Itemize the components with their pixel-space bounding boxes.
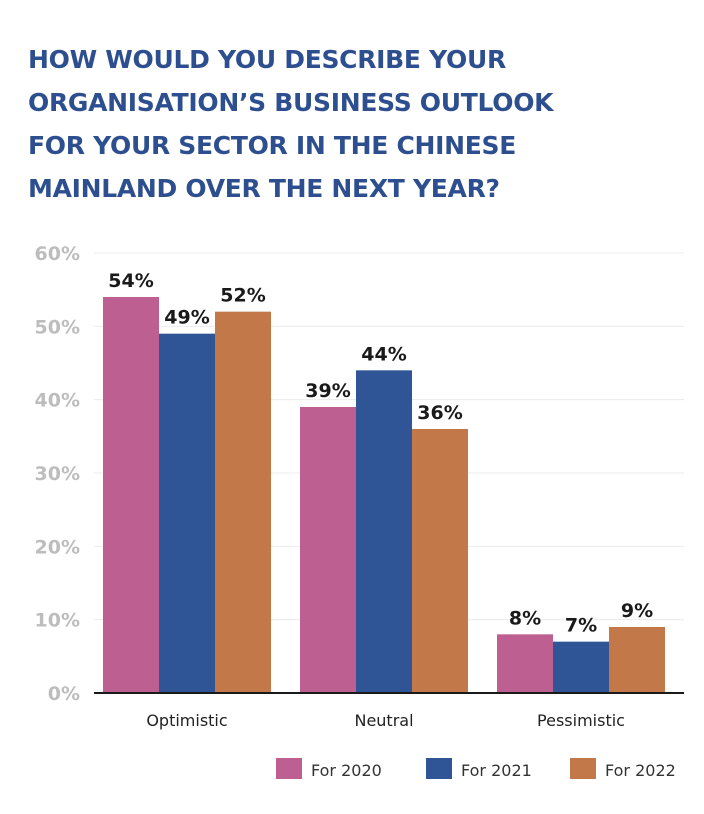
chart-title: HOW WOULD YOU DESCRIBE YOUR ORGANISATION… (28, 38, 688, 210)
data-label: 39% (305, 380, 350, 402)
y-tick-label: 0% (48, 683, 80, 705)
legend-swatch (570, 758, 596, 779)
legend-swatch (426, 758, 452, 779)
bar (215, 311, 271, 693)
data-label: 49% (164, 307, 209, 329)
y-axis-ticks: 0% 10% 20% 30% 40% 50% 60% (35, 243, 80, 705)
bar (553, 641, 609, 693)
x-tick-label: Pessimistic (537, 711, 625, 730)
data-label: 36% (417, 402, 462, 424)
data-label: 9% (621, 600, 653, 622)
chart-title-line: FOR YOUR SECTOR IN THE CHINESE (28, 131, 517, 160)
x-axis-ticks: Optimistic Neutral Pessimistic (146, 711, 625, 730)
y-tick-label: 30% (35, 463, 80, 485)
y-tick-label: 60% (35, 243, 80, 265)
data-label: 8% (509, 607, 541, 629)
bar (356, 370, 412, 693)
data-label: 7% (565, 615, 597, 637)
chart-title-line: ORGANISATION’S BUSINESS OUTLOOK (28, 88, 554, 117)
bar (497, 634, 553, 693)
bars (103, 297, 665, 693)
legend-label: For 2020 (311, 761, 382, 780)
data-label: 54% (108, 270, 153, 292)
y-tick-label: 20% (35, 536, 80, 558)
bar (159, 333, 215, 693)
data-label: 44% (361, 343, 406, 365)
bar (300, 407, 356, 693)
x-tick-label: Neutral (354, 711, 413, 730)
data-labels: 54% 49% 52% 39% 44% 36% 8% 7% 9% (108, 270, 653, 637)
legend-label: For 2021 (461, 761, 532, 780)
y-tick-label: 50% (35, 316, 80, 338)
chart-title-line: HOW WOULD YOU DESCRIBE YOUR (28, 45, 506, 74)
y-tick-label: 10% (35, 610, 80, 632)
y-tick-label: 40% (35, 390, 80, 412)
bar (412, 429, 468, 693)
bar (103, 297, 159, 693)
legend: For 2020 For 2021 For 2022 (276, 758, 676, 780)
legend-swatch (276, 758, 302, 779)
bar (609, 627, 665, 693)
x-tick-label: Optimistic (146, 711, 227, 730)
data-label: 52% (220, 285, 265, 307)
legend-label: For 2022 (605, 761, 676, 780)
chart-title-line: MAINLAND OVER THE NEXT YEAR? (28, 174, 500, 203)
